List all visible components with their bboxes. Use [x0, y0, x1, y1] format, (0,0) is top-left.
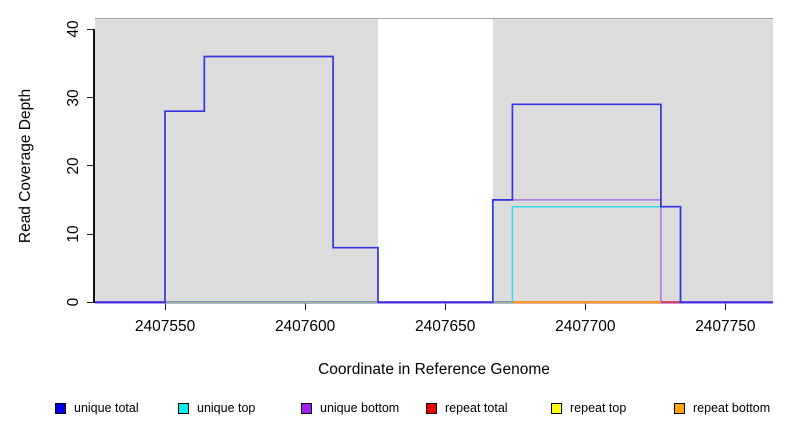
x-tick-label: 2407650: [415, 318, 476, 335]
plot-area: [95, 19, 773, 304]
y-axis-line: [93, 29, 95, 303]
y-tick-label: 40: [65, 20, 82, 38]
legend-item-repeat-total: repeat total: [426, 400, 508, 416]
y-tick-label: 10: [65, 225, 82, 243]
y-tick-label: 20: [65, 157, 82, 175]
legend: unique total unique top unique bottom repea…: [0, 400, 792, 422]
y-tick-label: 0: [65, 297, 82, 307]
legend-item-unique-total: unique total: [55, 400, 139, 416]
x-tick: [444, 303, 446, 310]
legend-label: unique top: [197, 401, 256, 415]
x-tick-label: 2407600: [274, 318, 336, 335]
y-tick: [87, 97, 94, 98]
legend-swatch-icon: [178, 402, 189, 414]
legend-label: unique bottom: [320, 401, 400, 415]
legend-label: repeat bottom: [693, 401, 771, 415]
legend-swatch-icon: [301, 402, 312, 414]
legend-label: repeat total: [445, 401, 508, 415]
x-tick-label: 2407700: [555, 318, 616, 335]
x-axis-title: Coordinate in Reference Genome: [318, 361, 550, 378]
legend-label: repeat top: [570, 401, 627, 415]
x-tick: [304, 303, 306, 310]
legend-swatch-icon: [426, 402, 437, 414]
legend-item-repeat-bottom: repeat bottom: [674, 400, 770, 416]
y-tick: [87, 28, 94, 30]
legend-swatch-icon: [55, 402, 66, 414]
unique-bottom-box: [492, 199, 662, 303]
x-tick: [584, 303, 586, 310]
coverage-step-lines: [95, 55, 773, 304]
legend-label: unique total: [74, 401, 139, 415]
y-tick: [87, 165, 94, 167]
x-tick: [164, 303, 166, 310]
unique-total-outline: [95, 55, 773, 304]
x-tick-label: 2407550: [134, 318, 196, 335]
legend-swatch-icon: [551, 402, 562, 414]
x-tick-label: 2407750: [695, 318, 756, 335]
y-tick: [87, 233, 94, 235]
plot-top-border: [95, 18, 773, 19]
y-tick: [87, 301, 94, 303]
y-tick-label: 30: [65, 88, 82, 107]
legend-item-unique-top: unique top: [178, 400, 255, 416]
legend-swatch-icon: [674, 402, 685, 414]
x-tick: [724, 303, 726, 310]
coverage-gap-band: [377, 19, 493, 303]
unique-top-box: [511, 205, 682, 303]
legend-item-repeat-top: repeat top: [551, 400, 626, 416]
y-axis-title: Read Coverage Depth: [17, 88, 34, 244]
legend-item-unique-bottom: unique bottom: [301, 400, 399, 416]
